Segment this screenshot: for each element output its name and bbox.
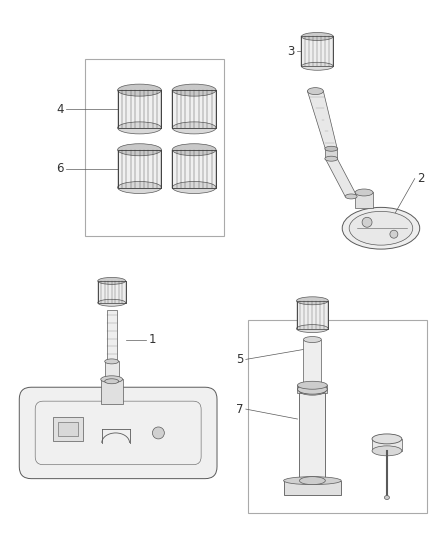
Ellipse shape: [325, 156, 338, 161]
Bar: [53, 417, 83, 441]
Text: 7: 7: [237, 402, 244, 416]
Ellipse shape: [118, 144, 161, 156]
Bar: [118, 90, 161, 128]
Bar: [172, 150, 216, 188]
Bar: [101, 379, 123, 404]
Ellipse shape: [325, 146, 338, 151]
Text: 1: 1: [148, 333, 156, 346]
Bar: [301, 36, 333, 66]
Ellipse shape: [118, 84, 161, 96]
Ellipse shape: [172, 84, 216, 96]
Ellipse shape: [342, 207, 420, 249]
Text: 3: 3: [287, 45, 294, 58]
Ellipse shape: [355, 189, 373, 196]
Ellipse shape: [385, 496, 389, 499]
Ellipse shape: [372, 446, 402, 456]
Ellipse shape: [297, 297, 328, 305]
Bar: [98, 281, 126, 303]
Ellipse shape: [105, 359, 119, 364]
Ellipse shape: [301, 33, 333, 41]
FancyBboxPatch shape: [19, 387, 217, 479]
Ellipse shape: [172, 122, 216, 134]
Bar: [355, 192, 373, 208]
Ellipse shape: [98, 278, 126, 285]
Circle shape: [390, 230, 398, 238]
Bar: [118, 90, 161, 128]
Bar: [372, 439, 402, 451]
Bar: [304, 340, 321, 389]
Ellipse shape: [297, 384, 327, 394]
Ellipse shape: [297, 381, 327, 389]
Bar: [297, 385, 327, 393]
Bar: [118, 150, 161, 188]
Bar: [283, 481, 341, 495]
Ellipse shape: [172, 144, 216, 156]
Text: 4: 4: [57, 102, 64, 116]
Ellipse shape: [118, 182, 161, 193]
Ellipse shape: [372, 434, 402, 444]
Bar: [301, 36, 333, 66]
Bar: [325, 149, 337, 159]
Ellipse shape: [283, 477, 341, 484]
Bar: [297, 301, 328, 329]
Bar: [118, 150, 161, 188]
Polygon shape: [325, 159, 357, 197]
Bar: [105, 361, 119, 381]
Ellipse shape: [300, 387, 325, 395]
Bar: [172, 90, 216, 128]
Ellipse shape: [307, 87, 323, 94]
Ellipse shape: [172, 182, 216, 193]
Circle shape: [362, 217, 372, 227]
Bar: [248, 320, 427, 513]
Bar: [172, 90, 216, 128]
Ellipse shape: [101, 376, 123, 383]
Polygon shape: [307, 91, 337, 149]
Ellipse shape: [98, 300, 126, 306]
Circle shape: [152, 427, 164, 439]
Bar: [107, 310, 117, 361]
Ellipse shape: [301, 62, 333, 70]
Ellipse shape: [304, 336, 321, 343]
Bar: [58, 422, 78, 436]
Ellipse shape: [349, 212, 413, 245]
Ellipse shape: [345, 194, 357, 199]
Ellipse shape: [297, 325, 328, 333]
Bar: [172, 150, 216, 188]
Text: 5: 5: [237, 353, 244, 366]
Ellipse shape: [118, 122, 161, 134]
Bar: [297, 301, 328, 329]
Ellipse shape: [105, 379, 119, 384]
Bar: [300, 391, 325, 481]
Ellipse shape: [300, 477, 325, 484]
Bar: [85, 59, 224, 236]
Text: 6: 6: [57, 162, 64, 175]
Text: 2: 2: [417, 172, 424, 185]
Bar: [98, 281, 126, 303]
